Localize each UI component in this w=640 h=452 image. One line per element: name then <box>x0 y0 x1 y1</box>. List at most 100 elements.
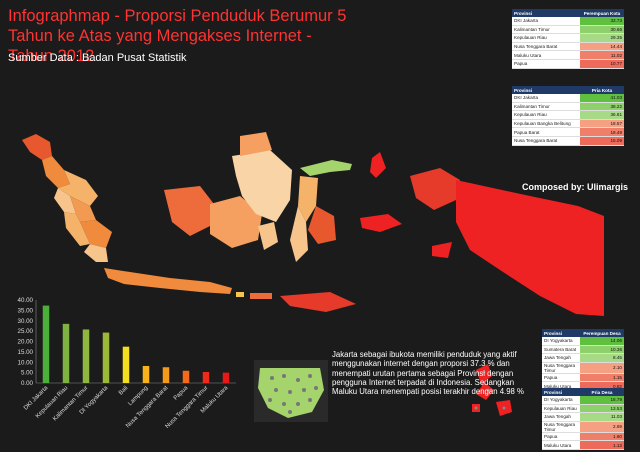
inset-map-maluku-utara <box>466 360 518 422</box>
map-ntb <box>250 293 272 299</box>
cell-value: 18.79 <box>580 396 624 405</box>
bar <box>182 370 190 383</box>
map-lampung <box>84 244 108 262</box>
source-label: Sumber Data : Badan Pusat Statistik <box>8 52 187 64</box>
bar <box>122 346 130 383</box>
y-tick-label: 0.00 <box>21 380 34 387</box>
map-sulteng <box>298 176 318 222</box>
description-text: Jakarta sebagai ibukota memiliki pendudu… <box>332 350 524 397</box>
map-kaltara <box>240 132 272 156</box>
cell-value: 13.53 <box>580 404 624 414</box>
inset-map-jakarta <box>254 360 328 422</box>
table-header-row: Provinsi Pria Desa <box>542 388 624 396</box>
cell-provinsi: Maluku Utara <box>542 440 580 450</box>
cell-provinsi: Nusa Tenggara Timur <box>542 362 580 374</box>
cell-value: 18.49 <box>580 127 624 137</box>
x-tick-label: Kalimantan Timur <box>52 385 89 422</box>
cell-provinsi: Kalimantan Timur <box>512 25 580 35</box>
table-row: Kepulauan Riau 29.35 <box>512 33 624 43</box>
y-tick-label: 35.00 <box>18 307 34 314</box>
table-row: Nusa Tenggara Barat 15.09 <box>512 136 624 146</box>
table-pria-desa: Provinsi Pria Desa DI Yogyakarta 18.79 Kep… <box>542 388 624 450</box>
y-tick-label: 5.00 <box>21 370 34 377</box>
x-tick-label: Papua <box>173 385 190 402</box>
col-provinsi: Provinsi <box>512 86 580 94</box>
cell-provinsi: Kepulauan Bangka Belitung <box>512 119 580 129</box>
x-tick-label: Nusa Tenggara Barat <box>125 385 169 429</box>
map-sumatera-barat <box>54 188 76 214</box>
cell-value: 10.36 <box>580 345 624 355</box>
cell-provinsi: Kepulauan Riau <box>512 110 580 120</box>
table-row: Kepulauan Riau 36.81 <box>512 110 624 120</box>
cell-value: 2.10 <box>580 362 624 374</box>
map-papua-barat <box>410 168 460 210</box>
cell-provinsi: Jawa Tengah <box>542 412 580 422</box>
cell-value: 29.35 <box>580 33 624 43</box>
table-row: DKI Jakarta 41.03 <box>512 94 624 103</box>
y-tick-label: 40.00 <box>18 297 34 304</box>
table-pria-kota: Provinsi Pria Kota DKI Jakarta 41.03 Kalim… <box>512 86 624 146</box>
map-kalteng <box>210 196 262 248</box>
table-perempuan-desa: Provinsi Perempuan Desa DI Yogyakarta 14.… <box>542 329 624 391</box>
map-ntt <box>280 292 356 312</box>
map-sumsel <box>80 220 112 248</box>
table-row: Papua Barat 18.49 <box>512 127 624 137</box>
cell-value: 10.77 <box>580 59 624 69</box>
cell-value: 14.44 <box>580 42 624 52</box>
inset-map-jakarta-shape <box>258 368 324 418</box>
table-row: Nusa Tenggara Timur 2.69 <box>542 421 624 433</box>
cell-provinsi: DI Yogyakarta <box>542 337 580 346</box>
cell-provinsi: DKI Jakarta <box>512 17 580 26</box>
cell-provinsi: Kepulauan Riau <box>542 404 580 414</box>
map-maluku-utara <box>370 152 386 178</box>
table-row: Maluku Utara 11.02 <box>512 50 624 60</box>
table-row: Maluku Utara 1.13 <box>542 440 624 450</box>
cell-provinsi: Nusa Tenggara Barat <box>512 42 580 52</box>
cell-provinsi: Kalimantan Timur <box>512 102 580 112</box>
col-value: Pria Desa <box>580 388 624 396</box>
cell-provinsi: DKI Jakarta <box>512 94 580 103</box>
cell-value: 14.06 <box>580 337 624 346</box>
table-row: DKI Jakarta 33.73 <box>512 17 624 26</box>
bar <box>62 323 70 383</box>
x-tick-label: Bali <box>118 385 129 396</box>
cell-provinsi: Kepulauan Riau <box>512 33 580 43</box>
table-row: Kepulauan Bangka Belitung 18.57 <box>512 119 624 129</box>
table-row: Papua 1.15 <box>542 373 624 383</box>
cell-provinsi: Papua <box>512 59 580 69</box>
cell-provinsi: Sumatera Barat <box>542 345 580 355</box>
map-sultra <box>308 206 336 244</box>
cell-provinsi: Papua Barat <box>512 127 580 137</box>
table-row: Kalimantan Timur 38.22 <box>512 102 624 112</box>
map-kalsel <box>258 222 278 250</box>
col-provinsi: Provinsi <box>542 388 580 396</box>
cell-value: 36.81 <box>580 110 624 120</box>
table-row: Kalimantan Timur 30.66 <box>512 25 624 35</box>
cell-provinsi: DI Yogyakarta <box>542 396 580 405</box>
cell-value: 1.60 <box>580 432 624 442</box>
cell-provinsi: Papua <box>542 373 580 383</box>
map-bali <box>236 292 244 297</box>
bar <box>222 372 230 383</box>
map-jambi <box>70 196 96 222</box>
map-papua-island <box>432 242 452 258</box>
y-tick-label: 30.00 <box>18 318 34 325</box>
cell-value: 41.03 <box>580 94 624 103</box>
table-header-row: Provinsi Pria Kota <box>512 86 624 94</box>
table-row: Jawa Tengah 8.45 <box>542 353 624 363</box>
map-bengkulu <box>64 212 90 246</box>
table-row: Nusa Tenggara Barat 14.44 <box>512 42 624 52</box>
cell-provinsi: Nusa Tenggara Barat <box>512 136 580 146</box>
cell-value: 33.73 <box>580 17 624 26</box>
table-row: Papua 10.77 <box>512 59 624 69</box>
y-tick-label: 25.00 <box>18 328 34 335</box>
bar <box>102 332 110 383</box>
table-row: DI Yogyakarta 14.06 <box>542 337 624 346</box>
cell-value: 8.45 <box>580 353 624 363</box>
table-header-row: Provinsi Perempuan Kota <box>512 9 624 17</box>
cell-value: 38.22 <box>580 102 624 112</box>
col-provinsi: Provinsi <box>542 329 580 337</box>
table-row: DI Yogyakarta 18.79 <box>542 396 624 405</box>
table-perempuan-kota: Provinsi Perempuan Kota DKI Jakarta 33.73… <box>512 9 624 69</box>
